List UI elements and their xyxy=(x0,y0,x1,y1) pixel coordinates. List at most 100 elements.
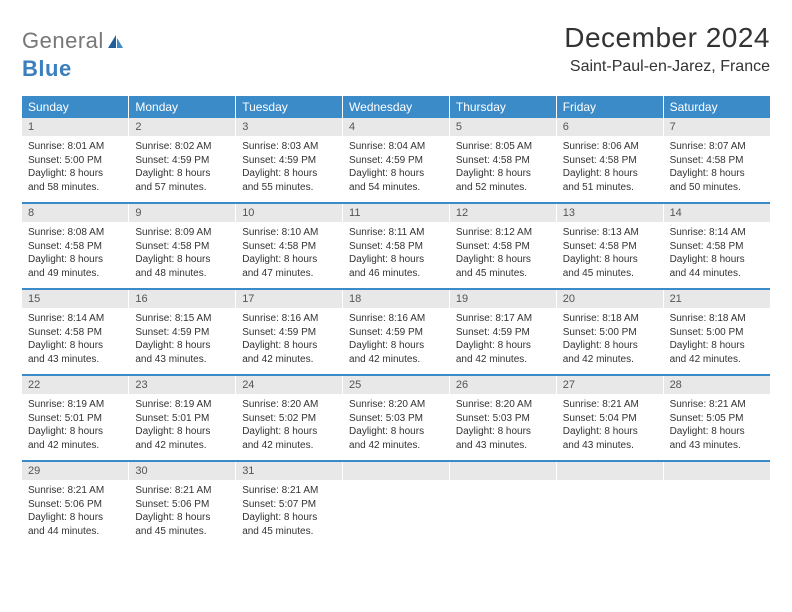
sunrise-line-value: 8:16 AM xyxy=(282,313,319,324)
sunset-line: Sunset: 4:58 PM xyxy=(28,240,122,254)
day-body: Sunrise: 8:04 AMSunset: 4:59 PMDaylight:… xyxy=(343,136,449,202)
calendar-cell: 30Sunrise: 8:21 AMSunset: 5:06 PMDayligh… xyxy=(129,461,236,546)
daylight-line-label: Daylight: xyxy=(28,512,70,523)
logo-text: General Blue xyxy=(22,28,124,82)
day-body: Sunrise: 8:12 AMSunset: 4:58 PMDaylight:… xyxy=(450,222,556,288)
daylight-line-label: Daylight: xyxy=(349,254,391,265)
weekday-header: Monday xyxy=(129,96,236,118)
daylight-line-label: Daylight: xyxy=(28,168,70,179)
daylight-line-label: Daylight: xyxy=(135,512,177,523)
day-number: 14 xyxy=(664,204,770,222)
daylight-line: Daylight: 8 hours and 45 minutes. xyxy=(563,253,657,280)
day-body: Sunrise: 8:18 AMSunset: 5:00 PMDaylight:… xyxy=(664,308,770,374)
sunset-line: Sunset: 4:58 PM xyxy=(456,154,550,168)
daylight-line-label: Daylight: xyxy=(135,254,177,265)
sunrise-line: Sunrise: 8:06 AM xyxy=(563,140,657,154)
calendar-cell xyxy=(449,461,556,546)
sunset-line-label: Sunset: xyxy=(28,155,65,166)
sunrise-line-label: Sunrise: xyxy=(28,313,67,324)
daylight-line: Daylight: 8 hours and 42 minutes. xyxy=(242,339,336,366)
day-number: 13 xyxy=(557,204,663,222)
sunrise-line-value: 8:19 AM xyxy=(67,399,104,410)
day-body: Sunrise: 8:14 AMSunset: 4:58 PMDaylight:… xyxy=(664,222,770,288)
sunrise-line-value: 8:09 AM xyxy=(175,227,212,238)
sunset-line-value: 4:58 PM xyxy=(172,241,209,252)
sunset-line-label: Sunset: xyxy=(563,241,600,252)
sunrise-line-label: Sunrise: xyxy=(349,227,388,238)
day-number: 11 xyxy=(343,204,449,222)
sunset-line-value: 5:06 PM xyxy=(65,499,102,510)
day-number-empty xyxy=(557,462,663,480)
calendar-cell: 21Sunrise: 8:18 AMSunset: 5:00 PMDayligh… xyxy=(663,289,770,375)
day-number: 23 xyxy=(129,376,235,394)
sunrise-line: Sunrise: 8:19 AM xyxy=(135,398,229,412)
sunset-line-value: 4:58 PM xyxy=(493,155,530,166)
daylight-line: Daylight: 8 hours and 46 minutes. xyxy=(349,253,443,280)
sunset-line: Sunset: 4:59 PM xyxy=(456,326,550,340)
sunrise-line-label: Sunrise: xyxy=(135,227,174,238)
sunset-line-value: 4:59 PM xyxy=(172,155,209,166)
weekday-header: Wednesday xyxy=(343,96,450,118)
day-body: Sunrise: 8:19 AMSunset: 5:01 PMDaylight:… xyxy=(22,394,128,460)
calendar-week-row: 29Sunrise: 8:21 AMSunset: 5:06 PMDayligh… xyxy=(22,461,770,546)
day-body: Sunrise: 8:03 AMSunset: 4:59 PMDaylight:… xyxy=(236,136,342,202)
calendar-cell: 12Sunrise: 8:12 AMSunset: 4:58 PMDayligh… xyxy=(449,203,556,289)
sunset-line-label: Sunset: xyxy=(349,327,386,338)
sunrise-line-value: 8:03 AM xyxy=(282,141,319,152)
sunrise-line-value: 8:20 AM xyxy=(389,399,426,410)
day-body: Sunrise: 8:15 AMSunset: 4:59 PMDaylight:… xyxy=(129,308,235,374)
sunrise-line: Sunrise: 8:18 AM xyxy=(670,312,764,326)
daylight-line-label: Daylight: xyxy=(456,340,498,351)
calendar-cell: 13Sunrise: 8:13 AMSunset: 4:58 PMDayligh… xyxy=(556,203,663,289)
sunrise-line-value: 8:08 AM xyxy=(67,227,104,238)
sunset-line-label: Sunset: xyxy=(28,241,65,252)
calendar-cell: 25Sunrise: 8:20 AMSunset: 5:03 PMDayligh… xyxy=(343,375,450,461)
sunrise-line: Sunrise: 8:20 AM xyxy=(456,398,550,412)
daylight-line: Daylight: 8 hours and 52 minutes. xyxy=(456,167,550,194)
sunrise-line: Sunrise: 8:04 AM xyxy=(349,140,443,154)
day-number: 7 xyxy=(664,118,770,136)
sunset-line: Sunset: 4:59 PM xyxy=(242,154,336,168)
sunset-line: Sunset: 5:06 PM xyxy=(135,498,229,512)
sunset-line-label: Sunset: xyxy=(456,327,493,338)
sunrise-line: Sunrise: 8:21 AM xyxy=(28,484,122,498)
sunset-line-label: Sunset: xyxy=(28,327,65,338)
day-body: Sunrise: 8:20 AMSunset: 5:03 PMDaylight:… xyxy=(343,394,449,460)
logo-text-blue: Blue xyxy=(22,56,72,81)
sunset-line: Sunset: 5:05 PM xyxy=(670,412,764,426)
day-body: Sunrise: 8:21 AMSunset: 5:05 PMDaylight:… xyxy=(664,394,770,460)
calendar-cell: 5Sunrise: 8:05 AMSunset: 4:58 PMDaylight… xyxy=(449,118,556,203)
weekday-header: Saturday xyxy=(663,96,770,118)
sunrise-line-label: Sunrise: xyxy=(456,227,495,238)
calendar-week-row: 8Sunrise: 8:08 AMSunset: 4:58 PMDaylight… xyxy=(22,203,770,289)
calendar-cell: 8Sunrise: 8:08 AMSunset: 4:58 PMDaylight… xyxy=(22,203,129,289)
sunset-line-label: Sunset: xyxy=(135,499,172,510)
calendar-cell: 26Sunrise: 8:20 AMSunset: 5:03 PMDayligh… xyxy=(449,375,556,461)
day-body-empty xyxy=(343,480,449,538)
sunset-line: Sunset: 5:01 PM xyxy=(28,412,122,426)
calendar-week-row: 22Sunrise: 8:19 AMSunset: 5:01 PMDayligh… xyxy=(22,375,770,461)
sunset-line-value: 4:59 PM xyxy=(386,327,423,338)
calendar-week-row: 1Sunrise: 8:01 AMSunset: 5:00 PMDaylight… xyxy=(22,118,770,203)
calendar-cell: 14Sunrise: 8:14 AMSunset: 4:58 PMDayligh… xyxy=(663,203,770,289)
sunset-line-value: 5:00 PM xyxy=(706,327,743,338)
day-number: 30 xyxy=(129,462,235,480)
sunset-line: Sunset: 4:58 PM xyxy=(563,240,657,254)
sunrise-line: Sunrise: 8:19 AM xyxy=(28,398,122,412)
sunrise-line-value: 8:21 AM xyxy=(709,399,746,410)
sunrise-line-label: Sunrise: xyxy=(242,399,281,410)
daylight-line: Daylight: 8 hours and 43 minutes. xyxy=(456,425,550,452)
day-number: 19 xyxy=(450,290,556,308)
sunset-line-value: 4:59 PM xyxy=(279,155,316,166)
logo: General Blue xyxy=(22,22,124,82)
calendar-table: SundayMondayTuesdayWednesdayThursdayFrid… xyxy=(22,96,770,546)
day-number: 27 xyxy=(557,376,663,394)
sunset-line-label: Sunset: xyxy=(670,241,707,252)
sunrise-line-value: 8:16 AM xyxy=(389,313,426,324)
sunrise-line-label: Sunrise: xyxy=(135,141,174,152)
sunset-line-value: 5:07 PM xyxy=(279,499,316,510)
sunset-line-label: Sunset: xyxy=(670,413,707,424)
sunset-line-label: Sunset: xyxy=(456,241,493,252)
day-number: 4 xyxy=(343,118,449,136)
sunset-line-label: Sunset: xyxy=(28,499,65,510)
